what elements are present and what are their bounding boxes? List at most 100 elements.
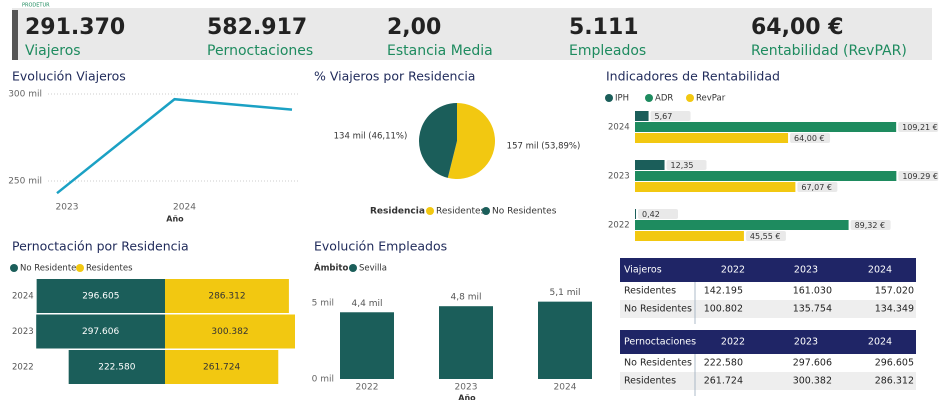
kpi-label: Pernoctaciones xyxy=(207,43,313,59)
bar xyxy=(635,182,796,192)
y-tick-label: 5 mil xyxy=(312,299,334,309)
x-tick-label: 2024 xyxy=(554,383,577,393)
bar xyxy=(635,111,649,121)
legend-swatch xyxy=(10,264,18,272)
data-label: 261.724 xyxy=(203,363,240,373)
table-cell: 222.580 xyxy=(704,358,743,369)
table-cell: 297.606 xyxy=(793,358,832,369)
legend-swatch xyxy=(76,264,84,272)
label-box xyxy=(797,182,838,192)
x-tick-label: 2024 xyxy=(173,203,196,213)
y-tick-label: 2023 xyxy=(608,172,630,182)
line xyxy=(56,97,293,195)
chart-title: Indicadores de Rentabilidad xyxy=(606,69,780,84)
bar xyxy=(36,279,166,313)
bar xyxy=(635,122,897,132)
table-cell: 296.605 xyxy=(875,358,914,369)
table-header-cell: 2024 xyxy=(868,337,892,348)
bar xyxy=(340,312,394,379)
kpi-label: Rentabilidad (RevPAR) xyxy=(751,43,907,59)
legend-title: Ámbito xyxy=(314,262,348,274)
legend-swatch xyxy=(482,207,490,215)
label-box xyxy=(898,122,939,132)
y-tick-label: 2024 xyxy=(608,123,630,133)
bar xyxy=(165,279,289,313)
chart-title: % Viajeros por Residencia xyxy=(314,69,475,84)
pie-slice xyxy=(418,103,457,178)
chart-title: Pernoctación por Residencia xyxy=(12,239,189,254)
label-box xyxy=(790,133,831,143)
y-tick-label: 2024 xyxy=(12,292,34,302)
data-label: 12,35 xyxy=(671,161,694,170)
bar xyxy=(635,171,897,181)
legend-label: Sevilla xyxy=(359,264,387,274)
data-label: 4,8 mil xyxy=(451,293,482,303)
data-label: 297.606 xyxy=(82,327,119,337)
data-label: 64,00 € xyxy=(794,134,825,143)
bar xyxy=(165,350,279,384)
table-cell: 135.754 xyxy=(793,304,832,315)
table-header xyxy=(620,258,916,282)
table-cell: 300.382 xyxy=(793,376,832,387)
kpi-value: 5.111 xyxy=(569,15,639,40)
y-tick-label: 2022 xyxy=(608,221,630,231)
table-cell: 142.195 xyxy=(704,286,743,297)
kpi-band xyxy=(12,8,932,60)
kpi-label: Empleados xyxy=(569,43,646,59)
table-cell: No Residentes xyxy=(624,358,692,369)
legend-label: Residentes xyxy=(436,207,486,217)
pie-slice xyxy=(447,103,495,179)
data-label: 222.580 xyxy=(98,363,135,373)
table-cell: No Residentes xyxy=(624,304,692,315)
bar xyxy=(439,306,493,379)
data-label: 134 mil (46,11%) xyxy=(334,131,408,141)
legend-label: No Residentes xyxy=(20,264,81,274)
table-cell: 261.724 xyxy=(704,376,743,387)
label-box xyxy=(650,111,691,121)
table-cell: 286.312 xyxy=(875,376,914,387)
legend-swatch xyxy=(605,94,613,102)
data-label: 286.312 xyxy=(208,292,245,302)
data-label: 5,67 xyxy=(655,112,673,121)
table-header-cell: 2022 xyxy=(721,337,745,348)
bar xyxy=(36,314,166,349)
kpi-value: 2,00 xyxy=(387,15,441,40)
data-label: 109,21 € xyxy=(902,123,938,132)
data-label: 5,1 mil xyxy=(550,288,581,298)
data-label: 157 mil (53,89%) xyxy=(507,142,581,152)
legend-label: Residentes xyxy=(86,264,133,274)
y-tick-label: 300 mil xyxy=(8,90,42,100)
bar xyxy=(635,160,665,170)
data-label: 4,4 mil xyxy=(352,299,383,309)
table-cell: Residentes xyxy=(624,376,676,387)
legend-label: No Residentes xyxy=(492,207,557,217)
table-row-bg xyxy=(620,372,916,390)
kpi-accent xyxy=(12,10,18,60)
legend-label: ADR xyxy=(655,94,673,104)
bar xyxy=(68,350,165,384)
data-label: 89,32 € xyxy=(855,221,886,230)
kpi-value: 582.917 xyxy=(207,15,307,40)
legend-swatch xyxy=(426,207,434,215)
table-header xyxy=(620,330,916,354)
y-tick-label: 0 mil xyxy=(312,375,334,385)
table-header-cell: 2023 xyxy=(794,337,818,348)
kpi-label: Estancia Media xyxy=(387,43,493,59)
table-header-cell: Viajeros xyxy=(624,265,662,276)
table-header-cell: 2022 xyxy=(721,265,745,276)
data-label: 296.605 xyxy=(82,292,119,302)
label-box xyxy=(666,160,707,170)
brand: PRODETUR xyxy=(22,3,50,9)
y-tick-label: 2022 xyxy=(12,363,34,373)
data-label: 109.29 € xyxy=(902,172,938,181)
table-cell: 161.030 xyxy=(793,286,832,297)
table-header-cell: 2023 xyxy=(794,265,818,276)
legend-swatch xyxy=(686,94,694,102)
data-label: 300.382 xyxy=(211,327,248,337)
x-tick-label: 2022 xyxy=(356,383,379,393)
bar xyxy=(165,314,295,349)
table-cell: 134.349 xyxy=(875,304,914,315)
kpi-value: 64,00 € xyxy=(751,15,844,40)
data-label: 0,42 xyxy=(642,210,660,219)
